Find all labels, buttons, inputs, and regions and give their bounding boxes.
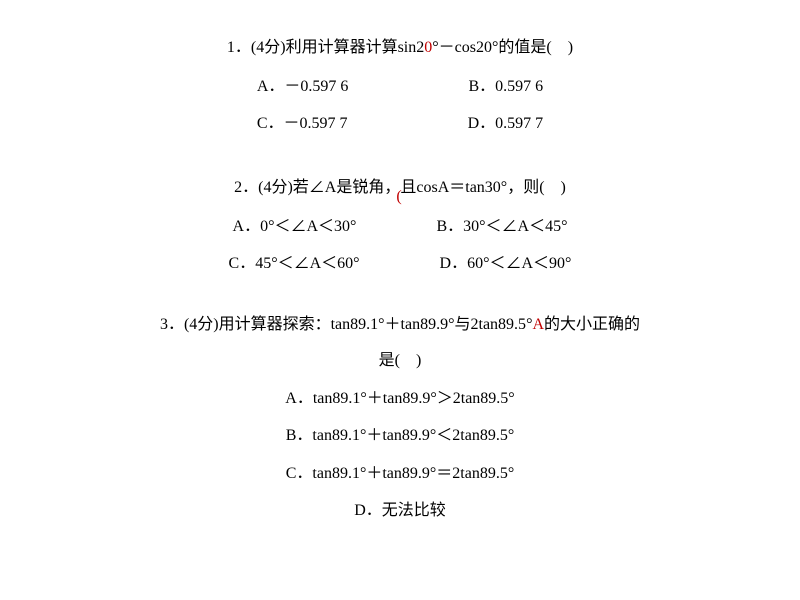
page: 1．(4分)利用计算器计算sin20°－cos20°的值是( ) A．－0.59… bbox=[0, 0, 800, 576]
question-3-stem-line1: 3．(4分)用计算器探索：tan89.1°＋tan89.9°与2tan89.5°… bbox=[40, 309, 760, 341]
q3-option-b: B．tan89.1°＋tan89.9°＜2tan89.5° bbox=[40, 418, 760, 453]
q1-number: 1 bbox=[227, 39, 235, 56]
q2-overlay-holder: (且 bbox=[400, 179, 416, 196]
q3-option-a: A．tan89.1°＋tan89.9°＞2tan89.5° bbox=[40, 381, 760, 416]
q1-option-b: B．0.597 6 bbox=[468, 69, 543, 104]
q1-option-a: A．－0.597 6 bbox=[257, 69, 349, 104]
question-1: 1．(4分)利用计算器计算sin20°－cos20°的值是( ) A．－0.59… bbox=[40, 30, 760, 142]
q1-overlay-holder: 0 bbox=[424, 39, 432, 56]
q2-option-a: A．0°＜∠A＜30° bbox=[233, 209, 357, 244]
question-2-stem: 2．(4分)若∠A是锐角，(且cosA＝tan30°，则( ) bbox=[40, 170, 760, 205]
question-3: 3．(4分)用计算器探索：tan89.1°＋tan89.9°与2tan89.5°… bbox=[40, 309, 760, 528]
q2-number: 2 bbox=[234, 179, 242, 196]
q3-option-c: C．tan89.1°＋tan89.9°＝2tan89.5° bbox=[40, 456, 760, 491]
q2-overlay-char: 且 bbox=[400, 179, 416, 196]
q1-stem-pre: ．(4分)利用计算器计算sin2 bbox=[235, 39, 424, 56]
q3-option-d: D．无法比较 bbox=[40, 493, 760, 528]
q1-options-row-1: A．－0.597 6 B．0.597 6 bbox=[40, 69, 760, 104]
q2-overlay-mark: ( bbox=[396, 179, 401, 214]
q1-overlay-char: 0 bbox=[424, 39, 432, 56]
q3-stem-after: 的大小正确的 bbox=[544, 316, 640, 333]
q3-stem-pre: ．(4分)用计算器探索：tan89.1°＋tan89.9°与2tan89.5 bbox=[168, 316, 526, 333]
q2-option-b: B．30°＜∠A＜45° bbox=[436, 209, 567, 244]
question-1-stem: 1．(4分)利用计算器计算sin20°－cos20°的值是( ) bbox=[40, 30, 760, 65]
q3-number: 3 bbox=[160, 316, 168, 333]
q2-option-c: C．45°＜∠A＜60° bbox=[229, 246, 360, 281]
q3-overlay-char: A bbox=[532, 316, 544, 333]
q2-option-d: D．60°＜∠A＜90° bbox=[440, 246, 572, 281]
q2-options-row-1: A．0°＜∠A＜30° B．30°＜∠A＜45° bbox=[40, 209, 760, 244]
question-2: 2．(4分)若∠A是锐角，(且cosA＝tan30°，则( ) A．0°＜∠A＜… bbox=[40, 170, 760, 282]
q1-option-d: D．0.597 7 bbox=[468, 106, 544, 141]
question-3-stem-line2: 是( ) bbox=[40, 345, 760, 377]
q1-stem-after: °－cos20°的值是( ) bbox=[432, 39, 573, 56]
q2-stem-after: cosA＝tan30°，则( ) bbox=[416, 179, 566, 196]
q2-stem-pre: ．(4分)若∠A是锐角， bbox=[242, 179, 400, 196]
q1-options-row-2: C．－0.597 7 D．0.597 7 bbox=[40, 106, 760, 141]
q2-options-row-2: C．45°＜∠A＜60° D．60°＜∠A＜90° bbox=[40, 246, 760, 281]
q1-option-c: C．－0.597 7 bbox=[257, 106, 348, 141]
